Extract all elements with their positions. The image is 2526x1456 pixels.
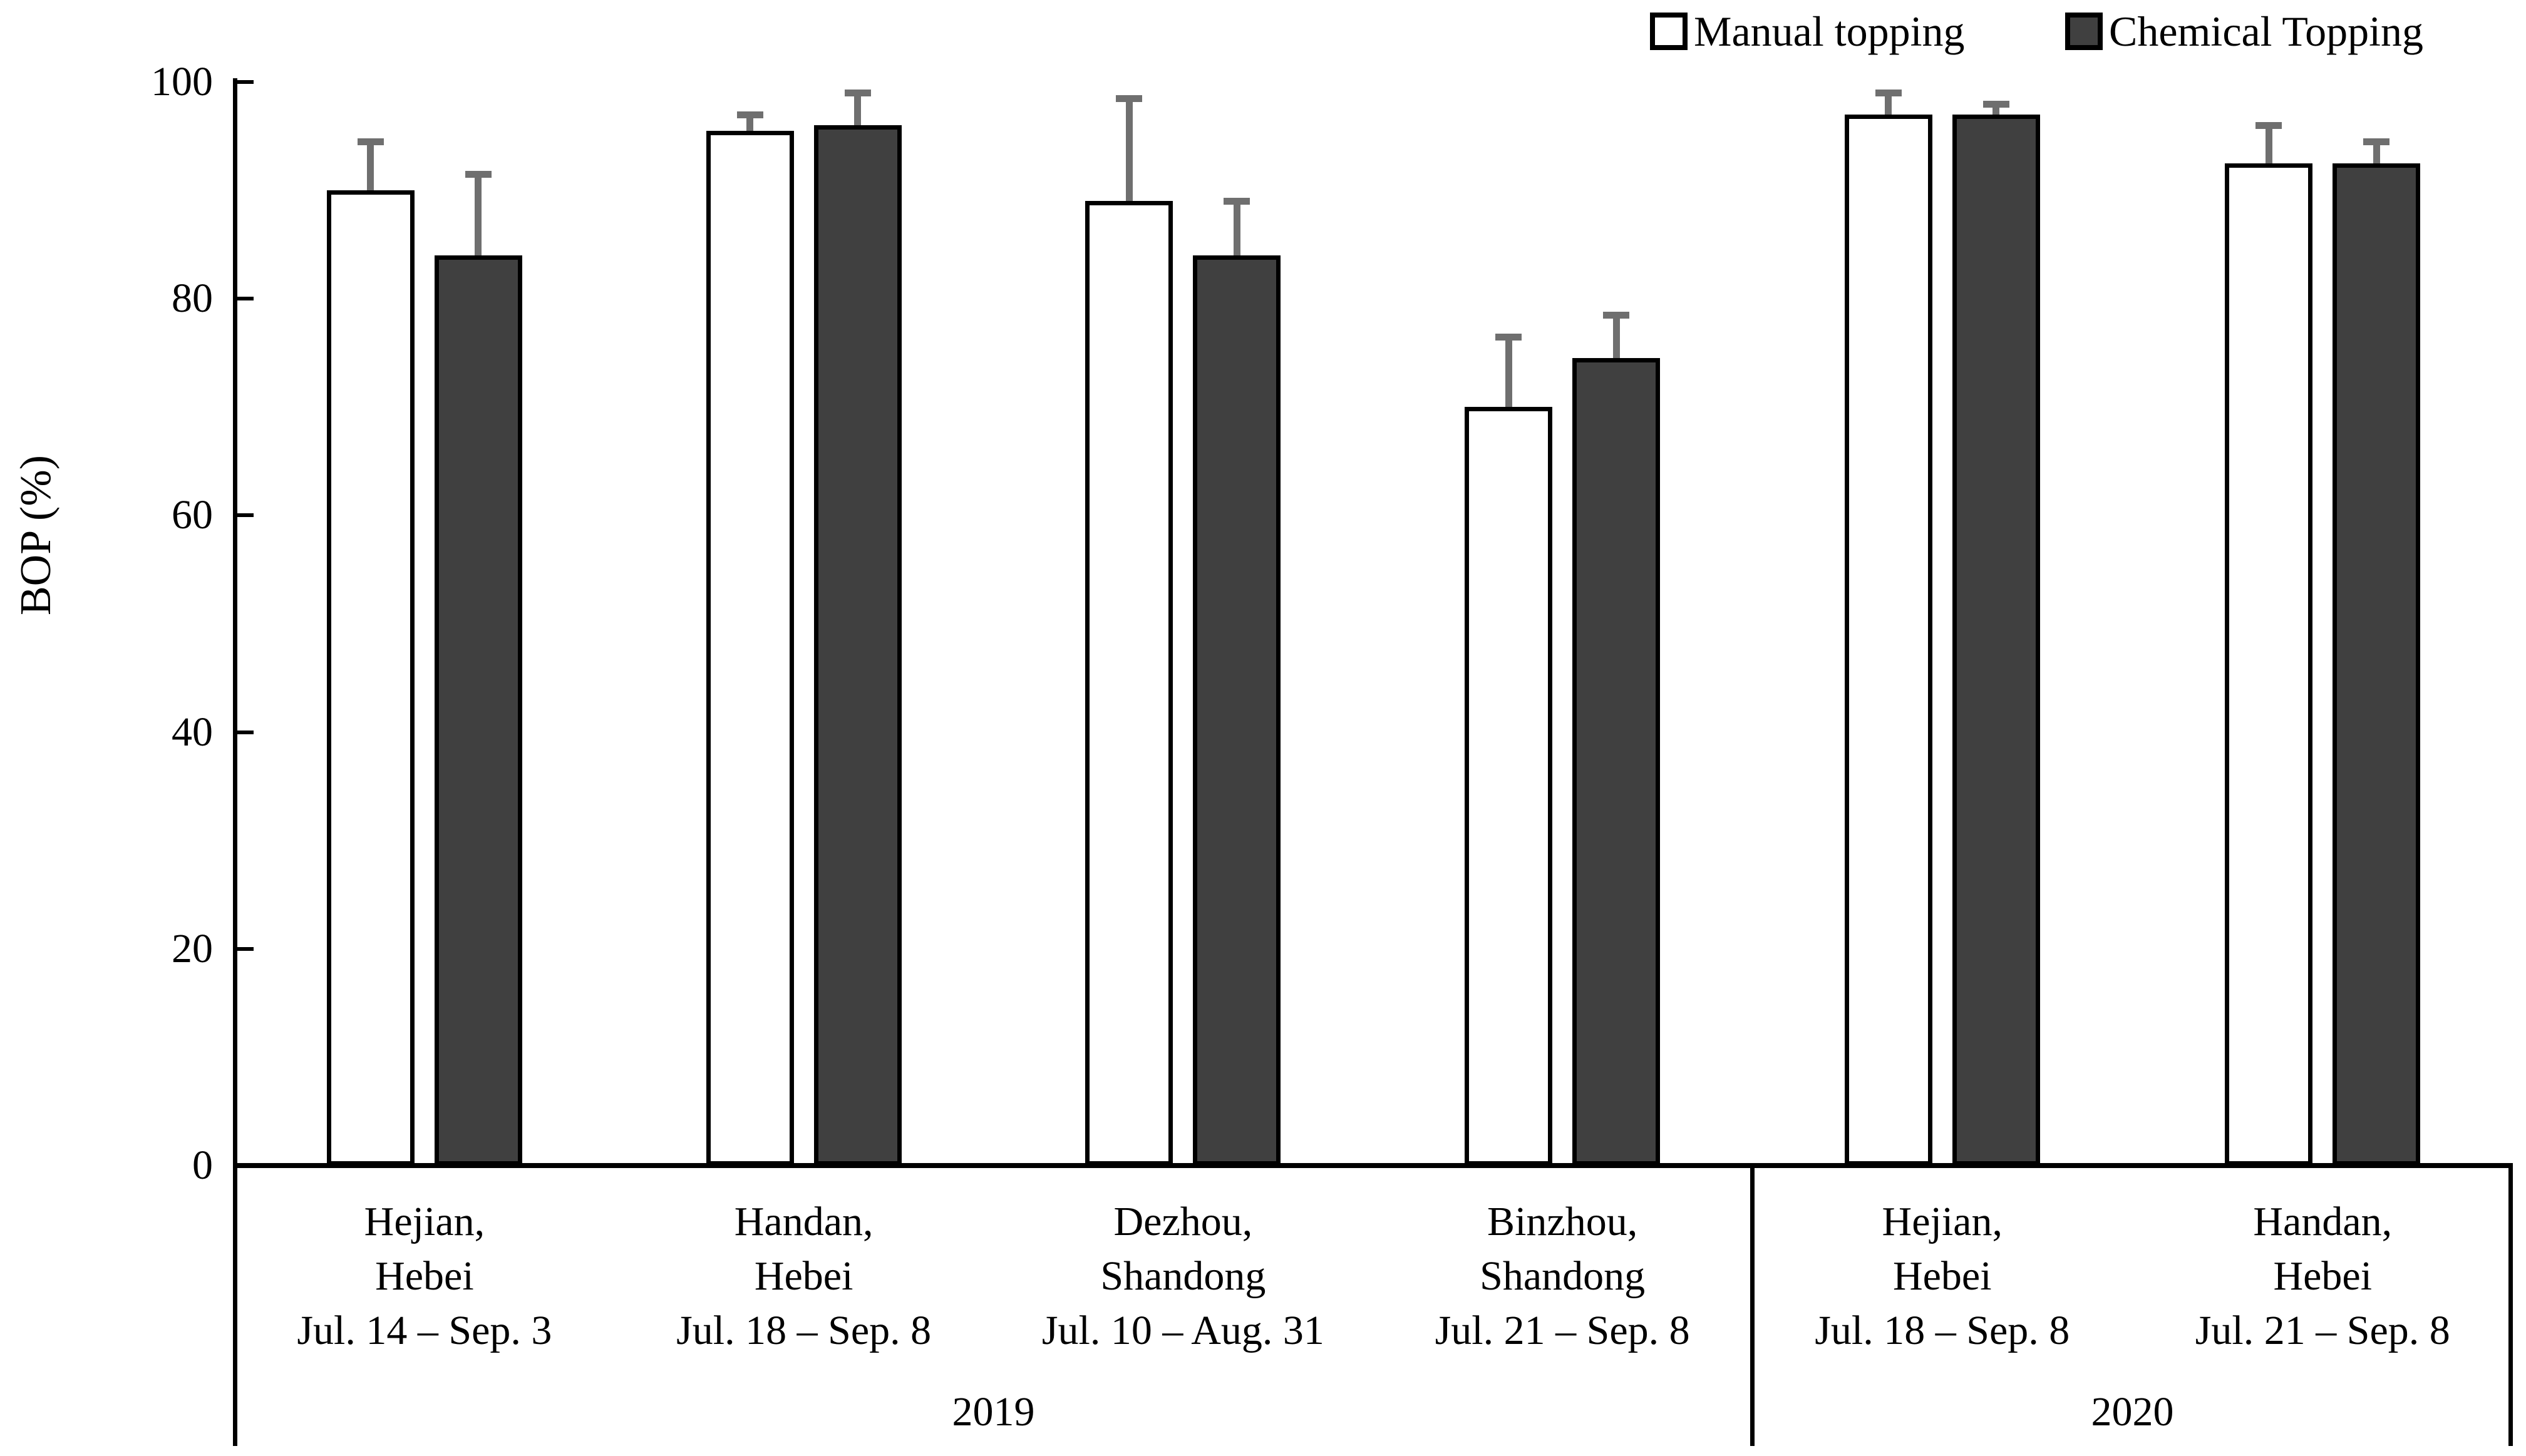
category-label: Handan, Hebei Jul. 18 – Sep. 8	[614, 1194, 994, 1358]
category-label-province: Hebei	[1892, 1253, 1992, 1299]
error-bar-cap	[465, 171, 492, 178]
error-bar-stem	[854, 93, 862, 126]
manual-topping-bar	[1465, 407, 1553, 1166]
category-label: Hejian, Hebei Jul. 14 – Sep. 3	[235, 1194, 614, 1358]
category-label-city: Binzhou,	[1487, 1199, 1638, 1244]
category-label: Hejian, Hebei Jul. 18 – Sep. 8	[1752, 1194, 2133, 1358]
year-label: 2019	[952, 1389, 1035, 1435]
chemical-topping-bar	[813, 125, 902, 1166]
x-axis-line	[233, 1163, 2513, 1168]
error-bar-cap	[1603, 312, 1630, 319]
right-border-line	[2508, 1166, 2513, 1446]
error-bar-stem	[1992, 103, 2000, 115]
error-bar-cap	[1875, 90, 1902, 97]
error-bar-stem	[2373, 141, 2380, 163]
y-tick-label: 40	[172, 709, 213, 755]
y-tick-mark	[237, 946, 254, 951]
category-label-province: Hebei	[2273, 1253, 2373, 1299]
chemical-topping-bar	[1193, 255, 1281, 1166]
legend-label-chemical-topping: Chemical Topping	[2109, 8, 2424, 55]
error-bar-cap	[1116, 95, 1143, 102]
category-label-dates: Jul. 21 – Sep. 8	[1435, 1308, 1690, 1353]
manual-topping-bar	[2225, 163, 2313, 1166]
year-label: 2020	[2091, 1389, 2174, 1435]
y-tick-label: 80	[172, 275, 213, 322]
y-tick-mark	[237, 80, 254, 84]
y-tick-label: 60	[172, 492, 213, 538]
chemical-topping-swatch-icon	[2065, 13, 2103, 50]
error-bar-stem	[367, 141, 374, 191]
manual-topping-bar	[1844, 114, 1932, 1166]
year-divider-line	[1750, 1166, 1755, 1446]
category-label: Binzhou, Shandong Jul. 21 – Sep. 8	[1373, 1194, 1752, 1358]
y-tick-label: 0	[192, 1142, 213, 1188]
category-label-city: Hejian,	[364, 1199, 485, 1244]
error-bar-stem	[1233, 201, 1240, 255]
y-tick-mark	[237, 513, 254, 518]
category-label-dates: Jul. 18 – Sep. 8	[676, 1308, 932, 1353]
manual-topping-swatch-icon	[1650, 13, 1688, 50]
error-bar-cap	[736, 111, 763, 118]
error-bar-stem	[1612, 315, 1620, 359]
category-label-city: Handan,	[734, 1199, 874, 1244]
category-label: Dezhou, Shandong Jul. 10 – Aug. 31	[994, 1194, 1373, 1358]
category-label-province: Shandong	[1100, 1253, 1266, 1299]
category-label-province: Shandong	[1480, 1253, 1646, 1299]
error-bar-cap	[1495, 333, 1522, 341]
chemical-topping-bar	[1952, 114, 2040, 1166]
y-tick-mark	[237, 730, 254, 734]
category-label: Handan, Hebei Jul. 21 – Sep. 8	[2133, 1194, 2513, 1358]
legend-item-manual-topping: Manual topping	[1650, 9, 1965, 54]
category-label-city: Dezhou,	[1113, 1199, 1253, 1244]
error-bar-stem	[746, 114, 754, 131]
category-label-province: Hebei	[375, 1253, 474, 1299]
error-bar-cap	[1982, 100, 2009, 108]
manual-topping-bar	[326, 190, 415, 1166]
manual-topping-bar	[1085, 201, 1173, 1166]
error-bar-stem	[1505, 336, 1512, 408]
manual-topping-bar	[706, 130, 794, 1166]
error-bar-stem	[1125, 98, 1133, 202]
error-bar-cap	[844, 90, 871, 97]
category-label-city: Hejian,	[1882, 1199, 2003, 1244]
category-label-dates: Jul. 18 – Sep. 8	[1815, 1308, 2070, 1353]
error-bar-cap	[357, 138, 384, 146]
category-label-dates: Jul. 21 – Sep. 8	[2195, 1308, 2450, 1353]
category-label-dates: Jul. 10 – Aug. 31	[1041, 1308, 1324, 1353]
category-label-city: Handan,	[2253, 1199, 2393, 1244]
y-axis-line	[233, 78, 237, 1446]
error-bar-stem	[2265, 125, 2272, 163]
legend-label-manual-topping: Manual topping	[1694, 8, 1965, 55]
chemical-topping-bar	[1572, 358, 1661, 1166]
category-label-dates: Jul. 14 – Sep. 3	[297, 1308, 552, 1353]
y-tick-mark	[237, 297, 254, 301]
category-label-province: Hebei	[754, 1253, 853, 1299]
y-tick-label: 20	[172, 925, 213, 972]
legend-item-chemical-topping: Chemical Topping	[2065, 9, 2423, 54]
error-bar-cap	[1224, 198, 1250, 205]
chemical-topping-bar	[434, 255, 522, 1166]
error-bar-cap	[2363, 138, 2390, 146]
chemical-topping-bar	[2333, 163, 2421, 1166]
y-tick-label: 100	[151, 59, 213, 105]
error-bar-stem	[475, 174, 482, 255]
error-bar-stem	[1885, 93, 1892, 115]
error-bar-cap	[2255, 122, 2282, 130]
